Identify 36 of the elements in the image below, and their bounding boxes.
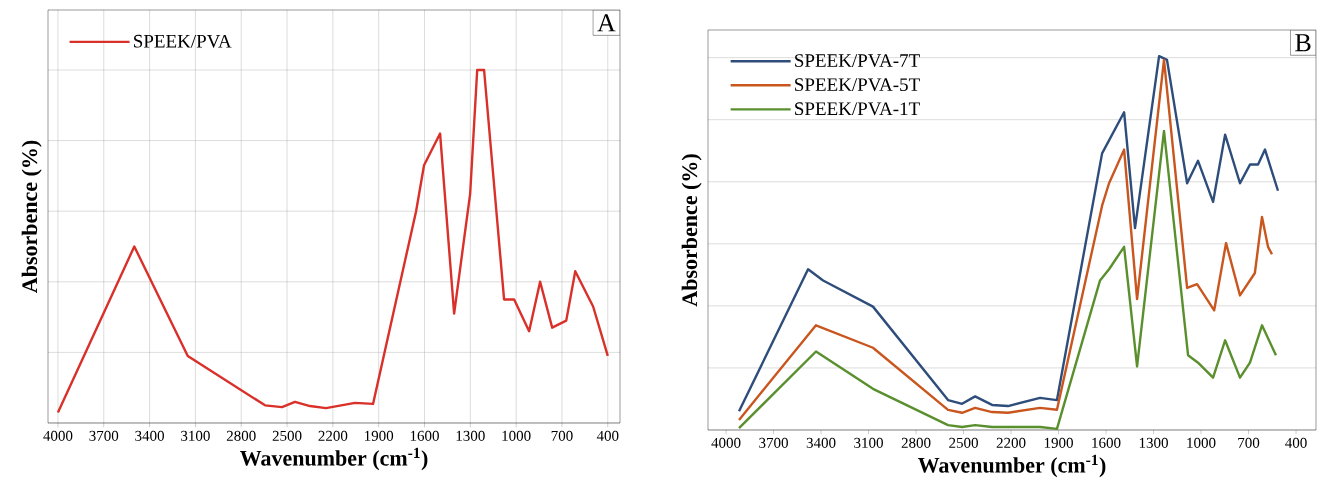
y-axis-title: Absorbence (%) (21, 140, 42, 293)
x-tick-label: 1900 (365, 430, 394, 441)
x-axis-title: Wavenumber (cm$^{-1}$) (917, 454, 1106, 478)
x-tick-label: 2500 (272, 430, 302, 441)
x-tick-label: 2200 (318, 430, 348, 441)
y-axis-title: Absorbence (%) (681, 154, 702, 307)
x-tick-label: 3700 (759, 437, 788, 448)
legend-label: SPEEK/PVA-1T (795, 102, 920, 116)
x-tick-label: 1300 (456, 430, 485, 441)
x-tick-label: 2200 (996, 437, 1026, 448)
x-tick-label: 700 (551, 430, 573, 441)
x-tick-label: 1600 (410, 430, 439, 441)
x-tick-label: 3100 (854, 437, 883, 448)
x-tick-label: 3100 (181, 430, 210, 441)
x-tick-label: 1300 (1139, 437, 1168, 448)
x-tick-label: 1000 (1187, 437, 1216, 448)
x-axis-title: Wavenumber (cm$^{-1}$) (239, 447, 428, 471)
x-tick-label: 400 (596, 430, 619, 441)
legend-label: SPEEK/PVA-7T (795, 54, 920, 68)
legend-label: SPEEK/PVA (134, 34, 232, 48)
x-tick-label: 3400 (135, 430, 165, 441)
x-tick-label: 2800 (901, 437, 931, 448)
x-tick-label: 4000 (711, 437, 741, 448)
legend-label: SPEEK/PVA-5T (795, 78, 920, 92)
x-tick-label: 3700 (89, 430, 119, 441)
x-tick-label: 1000 (502, 430, 531, 441)
x-tick-label: 2500 (949, 437, 978, 448)
x-tick-label: 4000 (43, 430, 73, 441)
x-tick-label: 700 (1238, 437, 1260, 448)
x-tick-label: 3400 (806, 437, 836, 448)
text: B (1295, 34, 1311, 52)
text: A (597, 14, 616, 32)
x-tick-label: 2800 (226, 430, 256, 441)
x-tick-label: 400 (1285, 437, 1307, 448)
x-tick-label: 1900 (1044, 437, 1073, 448)
x-tick-label: 1600 (1092, 437, 1121, 448)
